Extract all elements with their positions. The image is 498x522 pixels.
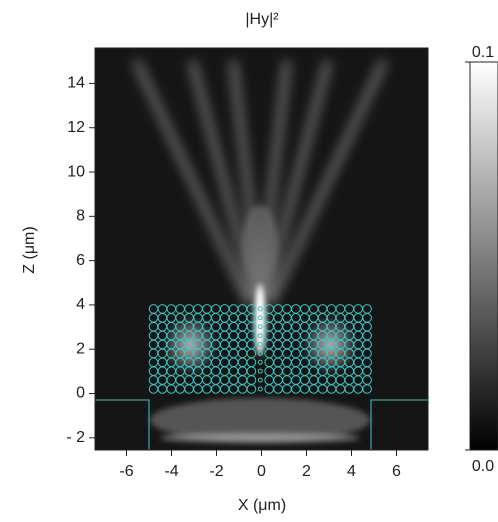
hole [257,350,263,356]
y-tick-label: 0 [76,385,85,402]
y-tick-label: 2 [76,340,85,357]
hole [246,304,257,314]
hole [257,324,263,330]
chart-title: |Hy|² [245,11,279,28]
x-tick-label: 4 [347,463,356,480]
y-tick-label: 10 [67,163,85,180]
colorbar [469,61,498,451]
y-tick-label: 6 [76,252,85,269]
colorbar-tick-label: 0.0 [472,458,494,475]
x-tick-label: -6 [119,463,133,480]
hole [257,377,263,383]
hole [257,359,263,365]
y-tick-label: - 2 [66,429,85,446]
y-tick-label: 14 [67,75,85,92]
x-tick-label: -4 [164,463,178,480]
hole [257,315,263,321]
x-axis-label: X (μm) [238,497,286,514]
hole [257,342,263,347]
hole [362,304,372,314]
y-tick-label: 8 [76,208,85,225]
x-tick-label: 6 [392,463,401,480]
hole [257,386,263,392]
hole [257,333,263,339]
x-tick-label: 2 [302,463,311,480]
colorbar-tick-label: 0.1 [472,44,494,61]
x-tick-label: -2 [209,463,223,480]
y-tick-label: 12 [67,119,85,136]
y-tick-label: 4 [76,296,85,313]
structure [95,304,428,450]
x-tick-label: 0 [257,463,266,480]
y-axis-label: Z (μm) [21,226,38,273]
hole [257,368,263,374]
hole [257,306,263,312]
